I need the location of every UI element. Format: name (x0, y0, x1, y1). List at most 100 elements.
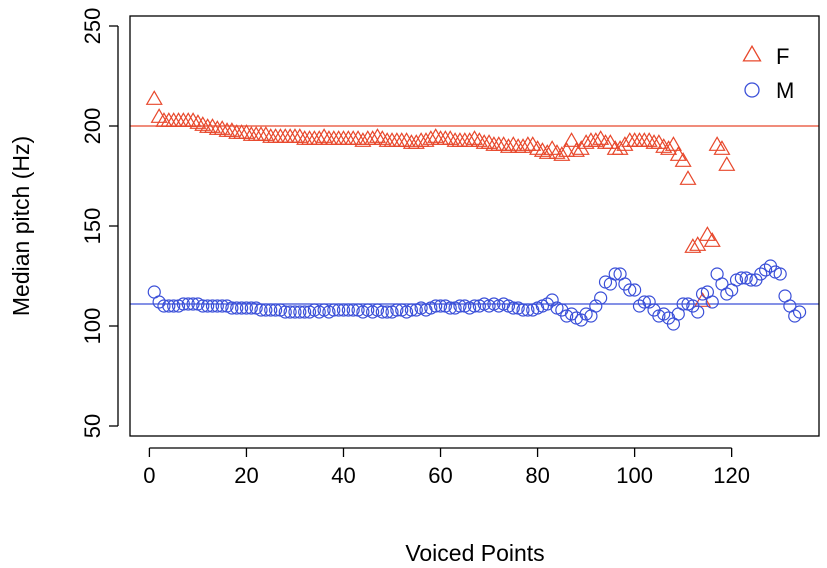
point-F (553, 146, 571, 161)
point-F (237, 124, 255, 139)
point-F (664, 136, 682, 151)
point-F (407, 134, 425, 149)
point-M (404, 303, 419, 317)
x-tick-label: 100 (616, 463, 653, 488)
point-F (315, 128, 333, 143)
point-F (548, 144, 566, 159)
point-M (390, 303, 404, 317)
point-F (538, 144, 556, 159)
point-F (349, 130, 367, 145)
point-M (264, 303, 278, 317)
point-F (679, 170, 697, 185)
point-M (176, 297, 190, 311)
point-M (254, 303, 268, 317)
point-F (310, 130, 328, 145)
point-M (516, 303, 530, 317)
point-F (334, 130, 353, 145)
legend: FM (742, 44, 794, 103)
point-M (162, 299, 176, 313)
point-F (499, 138, 518, 153)
y-axis-title: Median pitch (Hz) (8, 136, 34, 316)
point-M (336, 303, 351, 317)
point-F (713, 140, 731, 155)
point-F (179, 112, 197, 127)
point-F (611, 140, 629, 155)
point-F (524, 136, 542, 151)
point-F (276, 128, 294, 143)
point-F (213, 120, 231, 135)
point-F (640, 132, 658, 147)
point-M (676, 297, 690, 311)
point-F (689, 236, 707, 251)
point-M (545, 293, 559, 307)
point-F (257, 126, 275, 141)
point-M (705, 295, 719, 309)
point-F (427, 128, 445, 143)
point-F (674, 152, 692, 167)
point-M (433, 299, 448, 313)
y-tick-label: 200 (80, 108, 105, 145)
x-tick-label: 60 (428, 463, 452, 488)
point-F (470, 132, 488, 147)
point-F (708, 136, 726, 151)
point-F (669, 146, 687, 161)
point-M (210, 299, 224, 313)
point-F (223, 122, 241, 137)
point-F (203, 118, 222, 133)
point-F (388, 132, 406, 147)
point-F (480, 134, 498, 149)
point-F (145, 90, 163, 105)
point-F (529, 140, 547, 155)
x-tick-label: 80 (525, 463, 549, 488)
point-F (504, 136, 522, 151)
point-M (657, 307, 671, 321)
point-F (558, 142, 576, 157)
point-M (744, 273, 758, 287)
point-F (393, 132, 411, 147)
point-M (268, 303, 283, 317)
point-M (623, 283, 637, 297)
point-M (332, 303, 346, 317)
point-M (792, 305, 807, 319)
point-M (691, 305, 705, 319)
legend-marker-M (744, 82, 760, 98)
point-F (373, 130, 391, 145)
point-M (196, 299, 210, 313)
point-M (293, 305, 307, 319)
point-F (339, 130, 357, 145)
point-F (344, 130, 362, 145)
point-F (543, 140, 561, 155)
point-F (587, 132, 605, 147)
point-F (194, 116, 212, 131)
point-F (630, 132, 649, 147)
x-tick-label: 0 (143, 463, 155, 488)
point-F (252, 126, 270, 141)
point-M (594, 291, 608, 305)
point-F (271, 128, 289, 143)
point-F (354, 132, 372, 147)
point-M (380, 305, 394, 319)
legend-marker-F (742, 44, 762, 62)
point-F (364, 130, 382, 145)
point-M (327, 303, 341, 317)
point-M (341, 303, 355, 317)
point-F (660, 140, 678, 155)
point-M (205, 299, 220, 313)
point-M (453, 299, 467, 313)
point-F (174, 112, 192, 127)
point-F (703, 232, 721, 247)
plot-frame (129, 15, 820, 437)
point-M (167, 299, 181, 313)
point-M (788, 309, 802, 323)
point-M (734, 271, 748, 285)
point-M (443, 301, 457, 315)
point-F (441, 130, 459, 145)
point-F (461, 132, 479, 147)
point-F (281, 128, 299, 143)
point-M (608, 267, 622, 281)
point-M (244, 301, 258, 315)
point-M (642, 295, 656, 309)
point-M (283, 305, 297, 319)
point-M (429, 299, 443, 313)
